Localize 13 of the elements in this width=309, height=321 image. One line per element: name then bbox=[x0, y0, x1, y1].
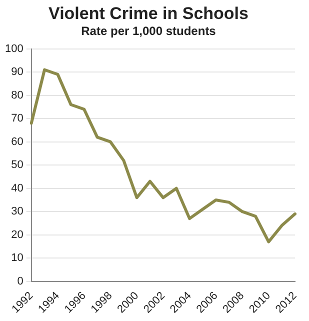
y-tick-label: 50 bbox=[11, 159, 24, 172]
chart-title: Violent Crime in Schools bbox=[48, 4, 248, 23]
y-tick-label: 70 bbox=[11, 112, 24, 125]
y-tick-label: 0 bbox=[17, 275, 24, 288]
y-tick-label: 30 bbox=[11, 206, 24, 218]
y-tick-label: 40 bbox=[11, 182, 24, 194]
y-tick-label: 20 bbox=[11, 228, 24, 241]
chart-subtitle: Rate per 1,000 students bbox=[81, 24, 216, 38]
y-tick-label: 10 bbox=[11, 252, 24, 264]
y-tick-label: 100 bbox=[4, 42, 24, 55]
y-tick-label: 90 bbox=[11, 66, 24, 78]
y-tick-label: 80 bbox=[11, 89, 24, 102]
y-tick-label: 60 bbox=[11, 136, 24, 148]
